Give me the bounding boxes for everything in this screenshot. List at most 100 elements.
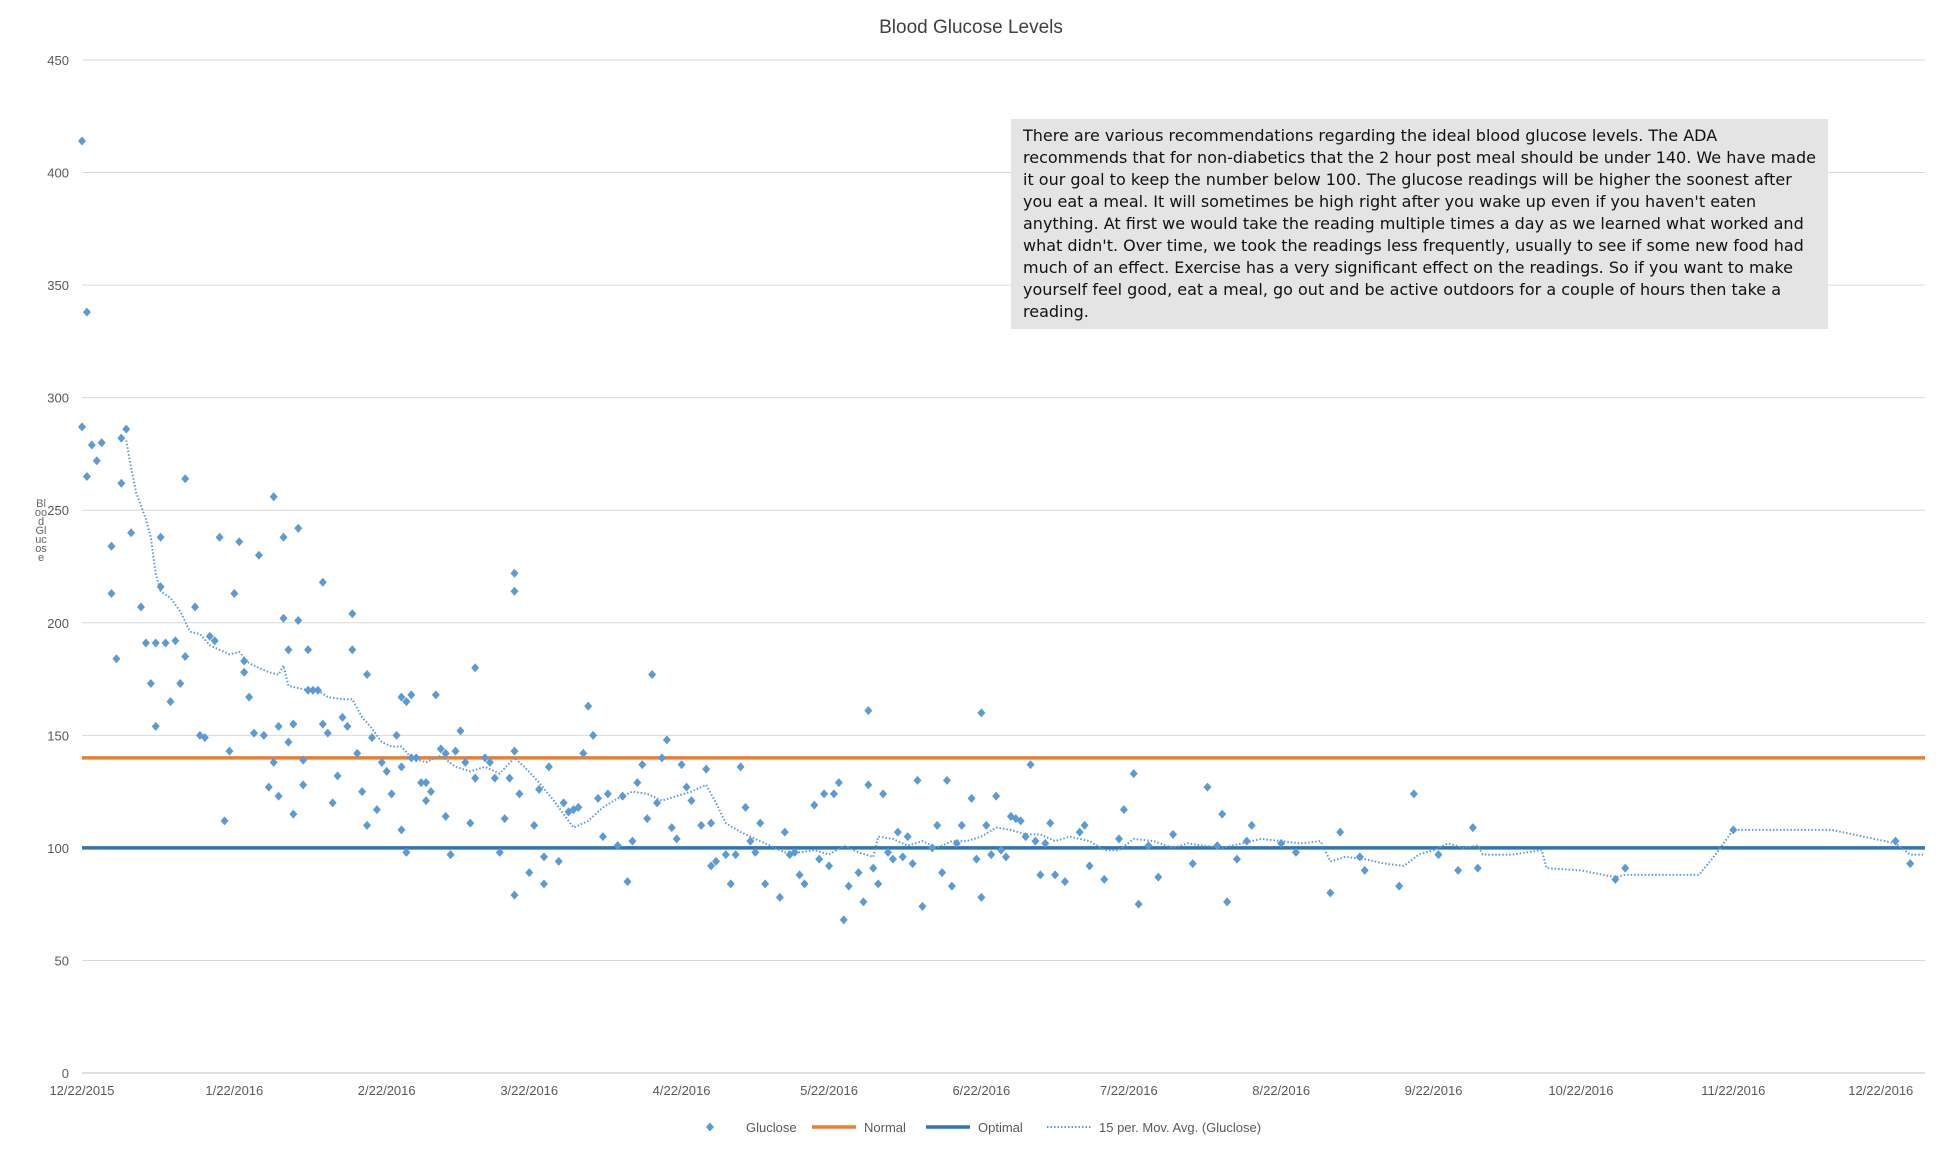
data-point (864, 706, 873, 716)
data-point (1247, 820, 1256, 830)
x-tick-label: 11/22/2016 (1701, 1083, 1765, 1098)
data-point (918, 901, 927, 911)
data-point (166, 697, 175, 707)
data-point (682, 782, 691, 792)
data-point (112, 654, 121, 664)
data-point (913, 775, 922, 785)
data-point (653, 798, 662, 808)
data-point (618, 791, 627, 801)
data-point (947, 881, 956, 891)
data-point (987, 850, 996, 860)
data-point (1232, 854, 1241, 864)
data-point (107, 589, 116, 599)
chart-title: Blood Glucose Levels (879, 17, 1063, 38)
data-point (392, 730, 401, 740)
data-point (87, 440, 96, 450)
data-point (1169, 829, 1178, 839)
data-point (363, 820, 372, 830)
legend-label-gluclose: Gluclose (746, 1119, 797, 1135)
data-point (436, 744, 445, 754)
data-point (628, 836, 637, 846)
data-point (539, 879, 548, 889)
data-point (146, 679, 155, 689)
data-point (1395, 881, 1404, 891)
data-point (299, 755, 308, 765)
data-point (333, 771, 342, 781)
data-point (657, 753, 666, 763)
x-tick-labels: 12/22/2015 1/22/2016 2/22/2016 3/22/2016 4/2… (49, 1083, 1913, 1098)
data-point (363, 670, 372, 680)
data-point (1203, 782, 1212, 792)
data-point (707, 861, 716, 871)
data-point (746, 836, 755, 846)
y-tick-label: 450 (47, 53, 69, 68)
data-point (977, 708, 986, 718)
data-point (829, 789, 838, 799)
data-point (1080, 820, 1089, 830)
data-point (638, 760, 647, 770)
data-point (800, 879, 809, 889)
data-point (294, 523, 303, 533)
data-point (284, 645, 293, 655)
data-point (594, 793, 603, 803)
data-point (667, 823, 676, 833)
data-point (1906, 859, 1915, 869)
y-tick-label: 50 (55, 953, 69, 968)
legend-label-normal: Normal (864, 1119, 906, 1135)
data-point (539, 852, 548, 862)
data-point (82, 307, 91, 317)
data-point (662, 735, 671, 745)
data-point (810, 800, 819, 810)
data-point (1060, 877, 1069, 887)
data-point (584, 701, 593, 711)
data-point (1144, 841, 1153, 851)
data-point (756, 818, 765, 828)
data-point (687, 796, 696, 806)
legend-item-optimal: Optimal (926, 1115, 1023, 1139)
data-point (510, 890, 519, 900)
data-point (623, 877, 632, 887)
data-point (1291, 847, 1300, 857)
data-point (171, 636, 180, 646)
data-point (761, 879, 770, 889)
data-point (235, 537, 244, 547)
data-point (1119, 805, 1128, 815)
y-tick-label: 350 (47, 278, 69, 293)
y-tick-label: 250 (47, 503, 69, 518)
data-point (633, 778, 642, 788)
data-point (136, 602, 145, 612)
data-point (456, 726, 465, 736)
data-point (348, 609, 357, 619)
data-point (721, 850, 730, 860)
data-point (250, 728, 259, 738)
data-point (942, 775, 951, 785)
data-point (289, 719, 298, 729)
x-tick-label: 7/22/2016 (1100, 1083, 1158, 1098)
data-point (426, 787, 435, 797)
data-point (422, 778, 431, 788)
data-point (559, 798, 568, 808)
data-point (264, 782, 273, 792)
data-point (367, 733, 376, 743)
data-point (407, 753, 416, 763)
data-point (304, 645, 313, 655)
data-point (643, 814, 652, 824)
data-point (1355, 852, 1364, 862)
data-point (815, 854, 824, 864)
data-point (372, 805, 381, 815)
y-tick-label: 150 (47, 728, 69, 743)
y-tick-label: 0 (62, 1066, 69, 1081)
data-point (820, 789, 829, 799)
data-point (864, 780, 873, 790)
data-point (879, 789, 888, 799)
data-point (982, 820, 991, 830)
x-tick-label: 3/22/2016 (500, 1083, 558, 1098)
y-tick-labels: 0 50 100 150 200 250 300 350 400 450 (47, 53, 69, 1081)
data-point (839, 915, 848, 925)
data-point (530, 820, 539, 830)
data-point (82, 471, 91, 481)
legend-item-normal: Normal (812, 1115, 906, 1139)
data-point (200, 733, 209, 743)
data-point (1360, 865, 1369, 875)
data-point (898, 852, 907, 862)
